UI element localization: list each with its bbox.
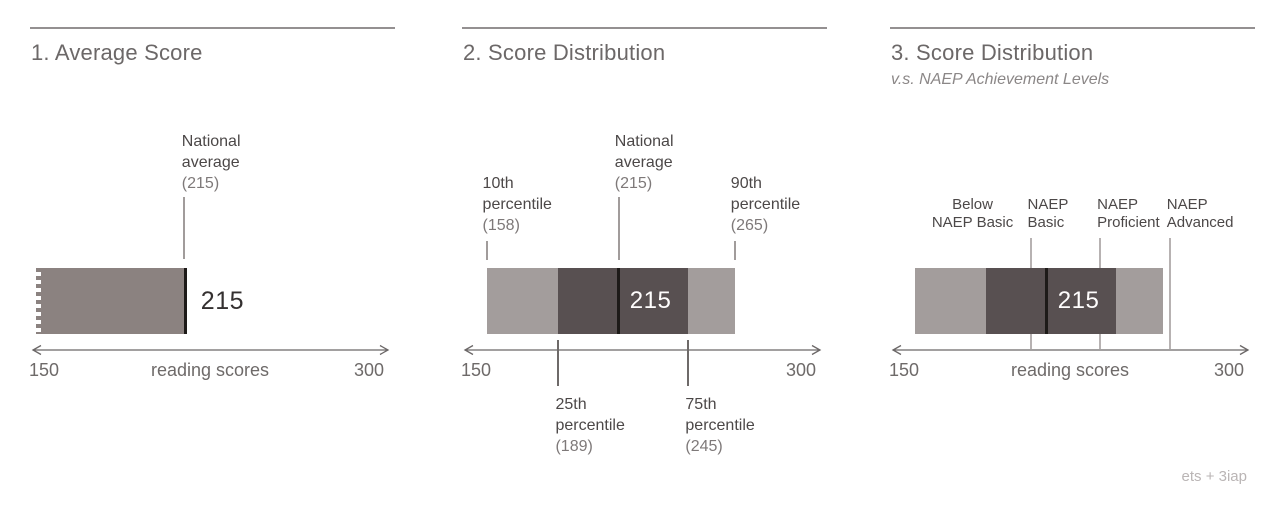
- label-naep-basic: NAEP Basic: [1028, 196, 1069, 232]
- annotation-10th-percentile: 10th percentile (158): [483, 173, 552, 236]
- annotation-value: (215): [181, 175, 220, 192]
- national-average-leader-line: [617, 197, 620, 260]
- annotation-national-average: National average (215): [182, 131, 241, 194]
- average-marker-line: [1044, 268, 1048, 334]
- label-below-naep-basic: Below NAEP Basic: [932, 196, 1013, 232]
- axis-tick-min: 150: [29, 360, 60, 380]
- bar-torn-edge: [36, 268, 41, 334]
- axis-tick-max: 300: [1214, 360, 1245, 380]
- annotation-line-2: percentile: [685, 417, 755, 434]
- level-line-2: Advanced: [1166, 214, 1234, 231]
- panel-top-rule: [462, 27, 827, 29]
- panel-score-distribution: 2. Score Distribution 10th percentile (1…: [461, 0, 827, 510]
- axis-arrow-left-icon: [31, 344, 42, 356]
- annotation-line-1: National: [614, 133, 674, 150]
- axis-arrow-right-icon: [379, 344, 390, 356]
- level-line-1: Below: [952, 196, 993, 213]
- panel-title: 1. Average Score: [31, 40, 203, 65]
- axis-arrow-right-icon: [811, 344, 822, 356]
- annotation-value: (158): [482, 217, 520, 234]
- axis-arrow-left-icon: [891, 344, 902, 356]
- axis-tick-max: 300: [354, 360, 385, 380]
- annotation-25th-percentile: 25th percentile (189): [555, 394, 624, 457]
- average-score-bar: [36, 268, 187, 334]
- annotation-90th-percentile: 90th percentile (265): [731, 173, 800, 236]
- average-marker-line: [183, 268, 187, 334]
- panel-score-distribution-naep: 3. Score Distribution v.s. NAEP Achievem…: [889, 0, 1255, 510]
- x-axis-line: [463, 344, 822, 356]
- average-value-label: 215: [1057, 287, 1100, 314]
- panel-top-rule: [890, 27, 1255, 29]
- bar-segment-p25-p75: [558, 268, 689, 334]
- x-axis-line: [891, 344, 1250, 356]
- axis-title: reading scores: [1010, 360, 1130, 380]
- level-line-1: NAEP: [1027, 196, 1069, 213]
- annotation-value: (245): [685, 438, 723, 455]
- axis-title: reading scores: [150, 360, 270, 380]
- annotation-line-1: 90th: [730, 175, 762, 192]
- label-naep-advanced: NAEP Advanced: [1167, 196, 1234, 232]
- p10-leader-line: [485, 241, 488, 260]
- annotation-75th-percentile: 75th percentile (245): [685, 394, 754, 457]
- level-line-2: NAEP Basic: [931, 214, 1014, 231]
- attribution-text: ets + 3iap: [1181, 468, 1247, 485]
- annotation-line-2: percentile: [482, 196, 552, 213]
- level-line-2: Basic: [1027, 214, 1065, 231]
- p75-leader-line: [687, 340, 690, 386]
- level-line-2: Proficient: [1097, 214, 1160, 231]
- annotation-national-average: National average (215): [615, 131, 674, 194]
- annotation-line-2: average: [614, 154, 673, 171]
- annotation-line-1: 75th: [685, 396, 717, 413]
- bar-segment-p75-p90: [688, 268, 735, 334]
- bar-segment-p25-p75: [986, 268, 1117, 334]
- axis-tick-min: 150: [461, 360, 492, 380]
- p25-leader-line: [557, 340, 560, 386]
- axis-tick-max: 300: [786, 360, 817, 380]
- average-value-label: 215: [629, 287, 672, 314]
- panel-subtitle: v.s. NAEP Achievement Levels: [891, 71, 1110, 88]
- panel-top-rule: [30, 27, 395, 29]
- annotation-value: (265): [730, 217, 769, 234]
- label-naep-proficient: NAEP Proficient: [1097, 196, 1160, 232]
- panel-title: 2. Score Distribution: [463, 40, 666, 65]
- bar-segment-p75-p90: [1116, 268, 1163, 334]
- annotation-line-1: 10th: [482, 175, 514, 192]
- axis-arrow-right-icon: [1239, 344, 1250, 356]
- annotation-value: (215): [614, 175, 653, 192]
- annotation-line-2: percentile: [730, 196, 801, 213]
- annotation-line-2: percentile: [555, 417, 625, 434]
- national-average-leader-line: [182, 197, 185, 259]
- level-line-1: NAEP: [1097, 196, 1139, 213]
- annotation-line-1: National: [181, 133, 241, 150]
- bar-segment-p10-p25: [486, 268, 559, 334]
- axis-arrow-left-icon: [463, 344, 474, 356]
- x-axis-line: [31, 344, 390, 356]
- naep-advanced-threshold-line: [1168, 238, 1171, 349]
- average-value-label: 215: [200, 287, 245, 315]
- panel-average-score: 1. Average Score National average (215) …: [29, 0, 395, 510]
- annotation-line-2: average: [181, 154, 240, 171]
- axis-tick-min: 150: [889, 360, 920, 380]
- annotation-value: (189): [555, 438, 593, 455]
- p90-leader-line: [733, 241, 736, 260]
- annotation-line-1: 25th: [555, 396, 587, 413]
- level-line-1: NAEP: [1166, 196, 1208, 213]
- bar-segment-p10-p25: [914, 268, 987, 334]
- average-marker-line: [616, 268, 620, 334]
- panel-title: 3. Score Distribution: [891, 40, 1094, 65]
